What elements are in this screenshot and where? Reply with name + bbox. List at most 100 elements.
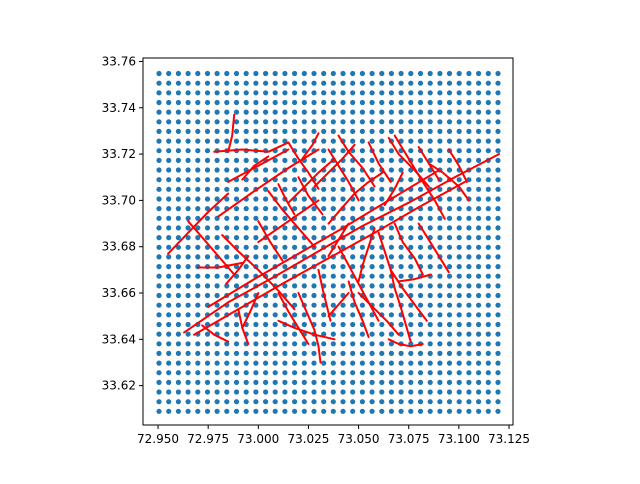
grid-point — [243, 389, 249, 395]
grid-point — [369, 264, 375, 270]
grid-point — [398, 399, 404, 405]
grid-point — [272, 321, 278, 328]
grid-point — [417, 360, 424, 366]
grid-point — [446, 157, 453, 163]
grid-point — [466, 157, 472, 163]
grid-point — [350, 331, 356, 337]
grid-point — [166, 235, 172, 241]
grid-point — [272, 331, 278, 337]
grid-point — [446, 302, 453, 308]
road-line — [277, 183, 296, 216]
grid-point — [185, 331, 191, 337]
road-line — [327, 222, 350, 257]
grid-point — [301, 225, 307, 231]
grid-point — [359, 350, 365, 356]
grid-point — [427, 360, 433, 366]
grid-point — [195, 360, 201, 366]
grid-point — [330, 389, 336, 395]
grid-point — [350, 283, 356, 289]
road-line — [277, 292, 310, 345]
grid-point — [272, 128, 278, 134]
grid-point — [263, 119, 269, 125]
grid-point — [388, 360, 394, 366]
grid-point — [485, 302, 491, 308]
grid-point — [379, 90, 385, 96]
grid-point — [233, 321, 240, 328]
grid-point — [476, 379, 482, 385]
grid-point — [166, 128, 172, 134]
grid-point — [340, 273, 346, 279]
grid-point — [292, 312, 298, 318]
grid-point — [321, 350, 327, 356]
grid-point — [185, 273, 191, 279]
grid-point — [321, 331, 327, 337]
grid-point — [166, 341, 172, 347]
grid-point — [417, 215, 424, 221]
x-tick-label: 73.000 — [237, 432, 279, 446]
grid-point — [495, 70, 501, 77]
y-tick-label: 33.74 — [102, 101, 136, 115]
grid-point — [340, 283, 346, 289]
grid-point — [446, 312, 453, 318]
grid-point — [321, 312, 327, 318]
grid-point — [185, 360, 191, 366]
grid-point — [398, 70, 404, 77]
grid-point — [311, 379, 317, 385]
grid-point — [437, 321, 443, 328]
grid-point — [359, 331, 365, 337]
grid-point — [292, 109, 298, 115]
grid-point — [156, 128, 162, 134]
grid-point — [408, 389, 414, 395]
grid-point — [214, 350, 220, 356]
grid-point — [437, 283, 443, 289]
grid-point — [476, 370, 482, 376]
grid-point — [301, 350, 307, 356]
grid-point — [195, 370, 201, 376]
grid-point — [427, 370, 433, 376]
grid-point — [156, 119, 162, 125]
grid-point — [369, 399, 375, 405]
grid-point — [263, 99, 269, 106]
grid-point — [263, 80, 269, 86]
y-tick-label: 33.64 — [102, 332, 136, 346]
grid-point — [175, 312, 181, 318]
grid-point — [408, 90, 414, 96]
grid-point — [369, 157, 375, 163]
grid-point — [398, 331, 404, 337]
grid-point — [388, 370, 394, 376]
grid-point — [437, 399, 443, 405]
grid-point — [330, 408, 336, 414]
grid-point — [175, 244, 181, 250]
grid-point — [417, 167, 424, 173]
grid-point — [446, 80, 453, 86]
grid-point — [263, 399, 269, 405]
grid-point — [340, 148, 346, 154]
grid-point — [185, 321, 191, 328]
grid-point — [292, 292, 298, 299]
grid-point — [456, 90, 462, 96]
grid-point — [340, 302, 346, 308]
grid-point — [185, 128, 191, 134]
grid-point — [437, 264, 443, 270]
grid-point — [253, 399, 259, 405]
grid-point — [340, 360, 346, 366]
grid-point — [330, 283, 336, 289]
grid-point — [476, 186, 482, 192]
grid-point — [437, 186, 443, 192]
grid-point — [156, 196, 162, 202]
grid-point — [175, 196, 181, 202]
grid-point — [495, 215, 501, 221]
grid-point — [195, 235, 201, 241]
grid-point — [263, 177, 269, 183]
grid-point — [185, 70, 191, 77]
grid-point — [495, 148, 501, 154]
grid-point — [321, 128, 327, 134]
grid-point — [476, 138, 482, 144]
grid-point — [224, 225, 230, 231]
road-line — [167, 192, 230, 255]
grid-point — [388, 244, 394, 250]
grid-point — [292, 370, 298, 376]
grid-point — [292, 138, 298, 144]
grid-point — [408, 244, 414, 250]
grid-point — [243, 90, 249, 96]
